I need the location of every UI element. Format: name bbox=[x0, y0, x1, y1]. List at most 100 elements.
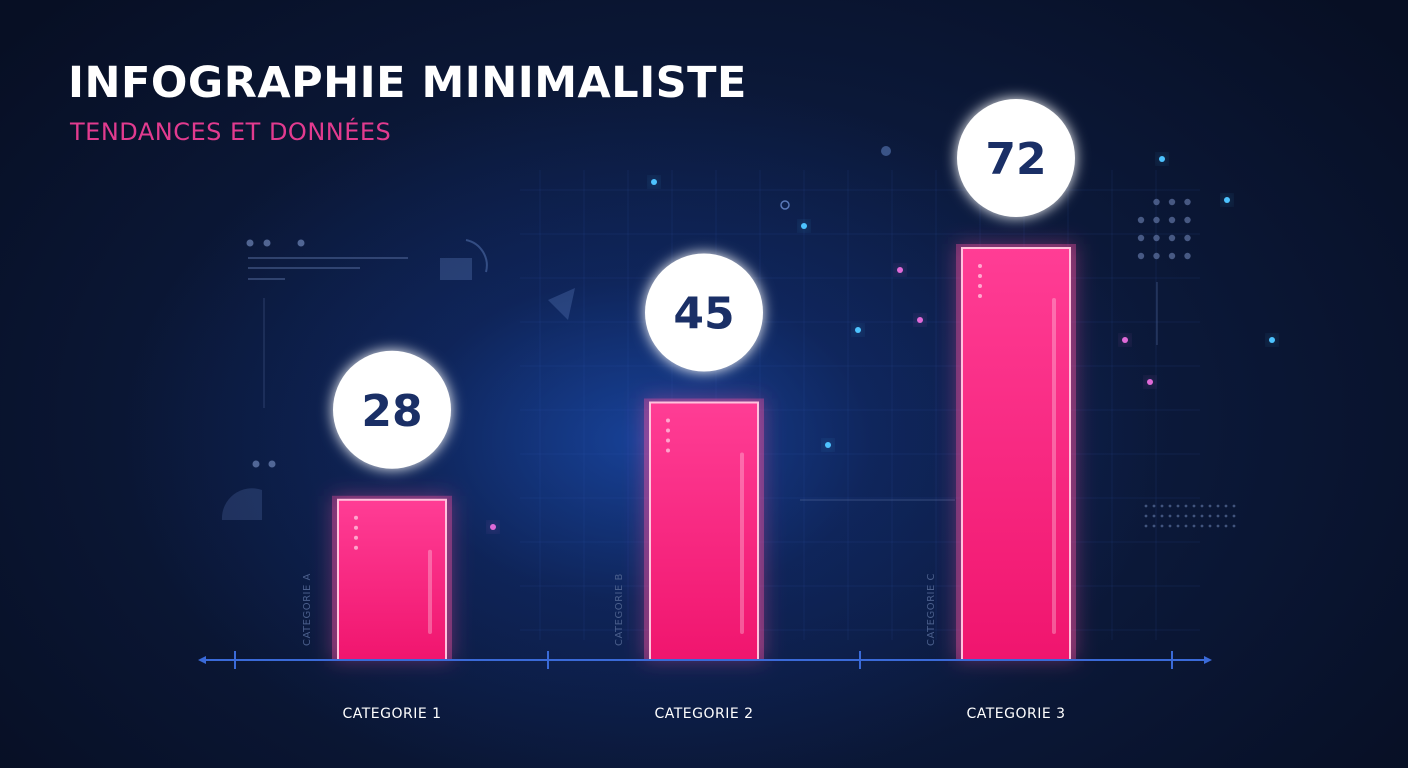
decor-dot bbox=[1184, 504, 1188, 508]
decor-dot bbox=[1153, 234, 1160, 242]
bar-3 bbox=[961, 247, 1071, 661]
decor-dot bbox=[1168, 234, 1176, 242]
decor-dot bbox=[1153, 216, 1160, 224]
decor-dot bbox=[1137, 252, 1145, 260]
decor-dot bbox=[1232, 524, 1236, 528]
bar-2 bbox=[649, 401, 759, 661]
decor-sparkle bbox=[1224, 197, 1230, 203]
bars-group bbox=[332, 244, 1076, 661]
axis-arrow-left bbox=[198, 656, 206, 664]
decor-sparkle bbox=[855, 327, 861, 333]
chart-subtitle: TENDANCES ET DONNÉES bbox=[70, 118, 392, 146]
decor-dot bbox=[252, 460, 260, 468]
decor-dot bbox=[1184, 198, 1191, 206]
decor-dot bbox=[1168, 198, 1176, 206]
x-tick-label: CATEGORIE 2 bbox=[654, 706, 753, 722]
decor-dot bbox=[1184, 252, 1191, 260]
bar-dot bbox=[978, 294, 982, 298]
decor-dot bbox=[246, 239, 254, 247]
decor-dot bbox=[1224, 514, 1228, 518]
decor-dot bbox=[881, 146, 891, 156]
decor-sparkle bbox=[801, 223, 807, 229]
x-tick-label: CATEGORIE 1 bbox=[342, 706, 441, 722]
decor-dot bbox=[1224, 524, 1228, 528]
bar-dot bbox=[354, 515, 358, 520]
decor-dot bbox=[1168, 216, 1176, 224]
decor-dot bbox=[1168, 514, 1172, 518]
decor-dot bbox=[1184, 524, 1188, 528]
decor-dot bbox=[1216, 524, 1220, 528]
decor-dot bbox=[1144, 524, 1148, 528]
decorative-elements bbox=[221, 146, 1275, 530]
decor-dot bbox=[1192, 524, 1196, 528]
decor-dot bbox=[1224, 504, 1228, 508]
decor-dot bbox=[1160, 504, 1164, 508]
chart-title: INFOGRAPHIE MINIMALISTE bbox=[68, 58, 747, 108]
value-bubble bbox=[333, 350, 451, 469]
decor-dot bbox=[1168, 524, 1172, 528]
decor-sparkle bbox=[1147, 379, 1153, 385]
decor-dot bbox=[1153, 252, 1160, 260]
value-label: 28 bbox=[361, 386, 422, 437]
x-axis bbox=[198, 651, 1212, 669]
x-tick-label: CATEGORIE 3 bbox=[966, 706, 1065, 722]
decor-dot bbox=[1200, 504, 1204, 508]
bar-dot bbox=[666, 418, 670, 423]
bar-side-label: CATEGORIE C bbox=[926, 573, 937, 646]
decor-dot bbox=[1137, 234, 1145, 242]
value-bubble bbox=[645, 253, 763, 372]
bar-dot bbox=[666, 438, 670, 443]
bar-dot bbox=[666, 428, 670, 433]
decor-dot bbox=[1176, 524, 1180, 528]
decor-dot bbox=[263, 239, 271, 247]
decor-dot bbox=[1168, 504, 1172, 508]
decor-dot bbox=[1208, 504, 1212, 508]
decor-sparkle bbox=[1159, 156, 1165, 162]
decor-dot bbox=[1216, 514, 1220, 518]
value-label: 45 bbox=[673, 289, 734, 340]
decor-dot bbox=[1216, 504, 1220, 508]
decor-arc bbox=[465, 239, 488, 273]
decor-dot bbox=[1200, 514, 1204, 518]
decor-sparkle bbox=[917, 317, 923, 323]
decor-dot bbox=[1184, 234, 1191, 242]
decor-dot bbox=[1192, 504, 1196, 508]
value-label: 72 bbox=[985, 134, 1046, 185]
bar-dot bbox=[978, 264, 982, 268]
axis-arrow-right bbox=[1204, 656, 1212, 664]
decor-dot bbox=[1152, 504, 1156, 508]
decor-dot bbox=[1144, 514, 1148, 518]
decor-dot bbox=[1144, 504, 1148, 508]
bar-side-label: CATEGORIE B bbox=[614, 573, 625, 646]
decor-sparkle bbox=[1122, 337, 1128, 343]
decor-dot bbox=[1152, 524, 1156, 528]
decor-sparkle bbox=[897, 267, 903, 273]
decor-sparkle bbox=[651, 179, 657, 185]
decor-dot bbox=[1168, 252, 1176, 260]
decor-dot bbox=[1176, 514, 1180, 518]
decor-dot bbox=[1208, 514, 1212, 518]
decor-dot bbox=[1192, 514, 1196, 518]
decor-shape bbox=[221, 488, 262, 520]
decor-dot bbox=[1184, 514, 1188, 518]
bar-dot bbox=[354, 545, 358, 550]
decor-dot bbox=[1137, 216, 1145, 224]
decor-dot bbox=[1232, 504, 1236, 508]
decor-dot bbox=[1232, 514, 1236, 518]
decor-dot bbox=[1176, 504, 1180, 508]
decor-dot bbox=[1152, 514, 1156, 518]
decor-dot bbox=[1200, 524, 1204, 528]
decor-dot bbox=[1153, 198, 1160, 206]
decor-triangle bbox=[548, 288, 575, 320]
labels-group: CATEGORIE 1 CATEGORIE A 28 CATEGORIE 2 CATEG… bbox=[302, 99, 1075, 722]
bar-dot bbox=[978, 274, 982, 278]
bar-dot bbox=[666, 448, 670, 453]
background-grid bbox=[520, 170, 1200, 640]
decor-ring bbox=[780, 200, 790, 210]
decor-square bbox=[440, 258, 472, 280]
decor-sparkle bbox=[825, 442, 831, 448]
bar-dot bbox=[978, 284, 982, 288]
decor-dot bbox=[297, 239, 305, 247]
